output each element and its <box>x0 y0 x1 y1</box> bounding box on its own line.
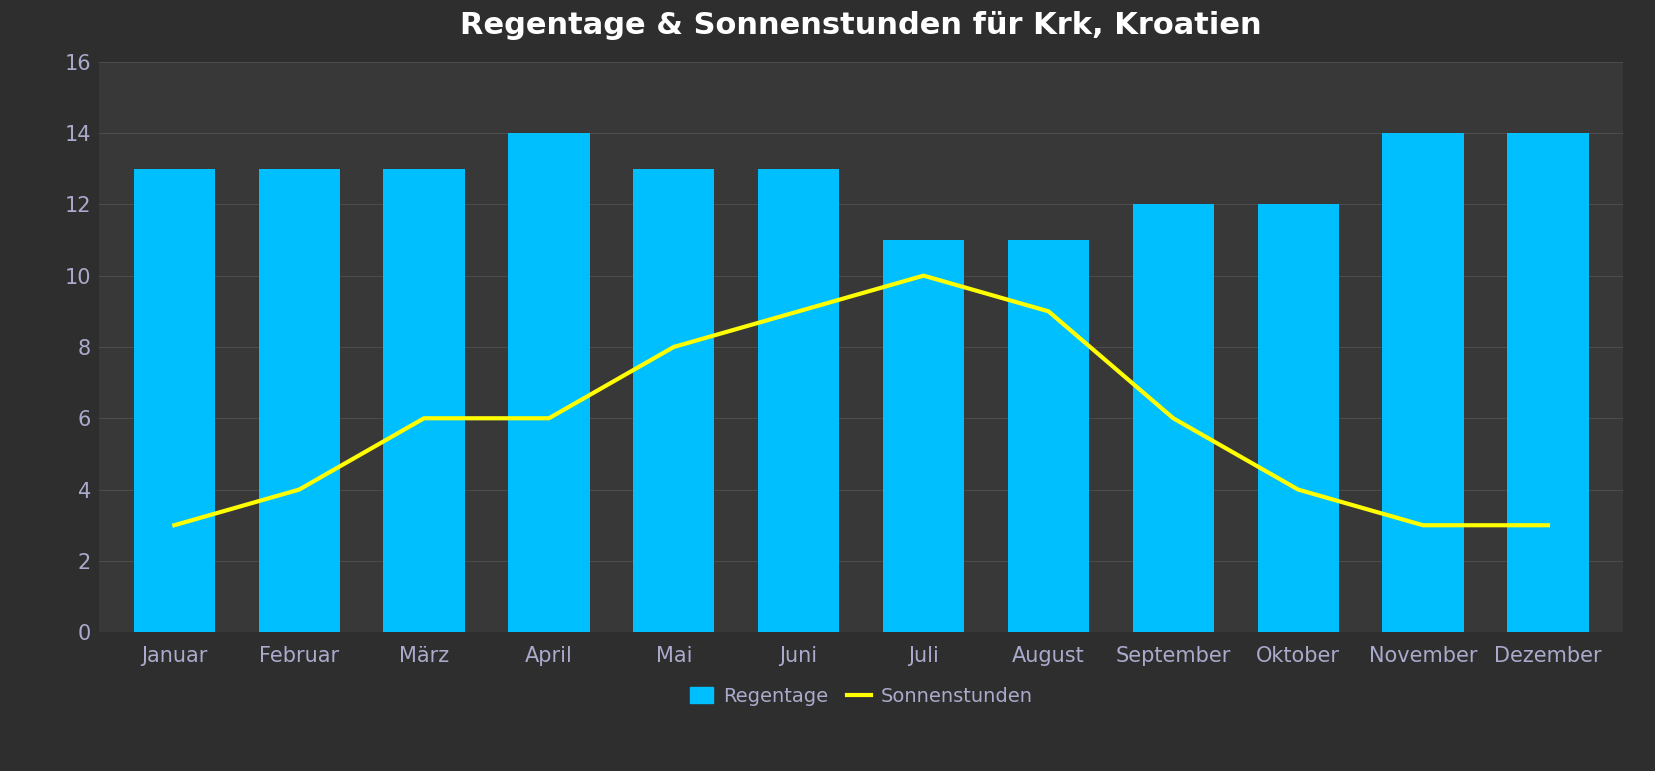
Bar <box>632 169 713 632</box>
Bar <box>882 240 963 632</box>
Bar <box>1132 204 1213 632</box>
Bar <box>758 169 839 632</box>
Bar <box>1506 133 1587 632</box>
Bar <box>134 169 215 632</box>
Bar <box>258 169 339 632</box>
Bar <box>1382 133 1463 632</box>
Bar <box>508 133 589 632</box>
Bar <box>1256 204 1337 632</box>
Bar <box>1008 240 1089 632</box>
Title: Regentage & Sonnenstunden für Krk, Kroatien: Regentage & Sonnenstunden für Krk, Kroat… <box>460 11 1261 40</box>
Legend: Regentage, Sonnenstunden: Regentage, Sonnenstunden <box>682 679 1039 714</box>
Bar <box>384 169 465 632</box>
